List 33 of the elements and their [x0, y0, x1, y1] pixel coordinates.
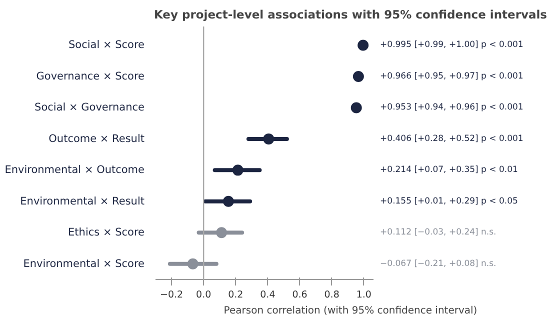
- text: +0.966 [+0.95, +0.97] p < 0.001: [380, 71, 524, 82]
- y-tick-label: Social × Score: [68, 39, 145, 52]
- x-tick-label: 0.0: [196, 290, 212, 300]
- x-tick-label: 0.4: [260, 290, 276, 300]
- y-tick-label: Environmental × Outcome: [4, 164, 145, 176]
- x-axis-title: Pearson correlation (with 95% confidence interval): [224, 306, 478, 316]
- x-tick-label: 0.8: [324, 290, 340, 300]
- text: +0.214 [+0.07, +0.35] p < 0.01: [380, 165, 518, 176]
- text: +0.112 [−0.03, +0.24] n.s.: [380, 228, 496, 238]
- y-tick-label: Environmental × Score: [23, 258, 145, 270]
- y-tick-label: Outcome × Result: [48, 132, 145, 145]
- text: −0.067 [−0.21, +0.08] n.s.: [380, 258, 496, 269]
- text: +0.406 [+0.28, +0.52] p < 0.001: [380, 134, 524, 144]
- point: [358, 40, 369, 51]
- point: [222, 196, 234, 207]
- point: [216, 227, 228, 238]
- x-tick-label: 0.2: [228, 290, 244, 300]
- x-tick-label: 1.0: [356, 290, 372, 300]
- chart-title: Key project-level associations with 95% confidence intervals: [154, 8, 548, 22]
- x-tick-label: 0.6: [292, 290, 308, 300]
- y-tick-label: Environmental × Result: [20, 195, 145, 208]
- text: +0.953 [+0.94, +0.96] p < 0.001: [380, 102, 524, 113]
- x-tick-label: −0.2: [160, 290, 184, 300]
- point: [350, 102, 362, 114]
- y-tick-label: Ethics × Score: [68, 226, 145, 239]
- point: [352, 70, 364, 82]
- y-tick-label: Governance × Score: [36, 70, 145, 82]
- text: +0.155 [+0.01, +0.29] p < 0.05: [380, 196, 518, 206]
- point: [263, 133, 274, 144]
- point: [187, 258, 198, 270]
- text: +0.995 [+0.99, +1.00] p < 0.001: [380, 40, 524, 50]
- y-tick-label: Social × Governance: [34, 102, 145, 114]
- point: [232, 164, 244, 176]
